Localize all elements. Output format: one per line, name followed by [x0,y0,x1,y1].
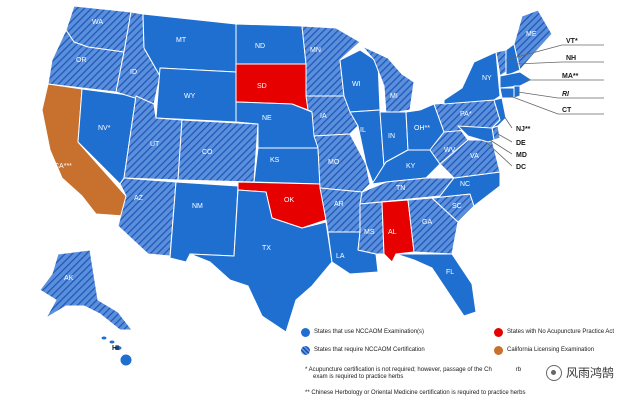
state-wv[interactable] [429,125,469,165]
label-tx: TX [262,245,271,252]
label-ks: KS [270,157,280,164]
label-mt: MT [176,37,187,44]
legend-cert: States that require NCCAOM Certification [314,347,425,353]
callout-lines [485,44,604,167]
label-in: IN [388,133,395,140]
state-mi[interactable] [361,45,415,115]
callout-labels: VT* NH MA** RI CT NJ** DE MD DC [516,38,579,171]
label-tn: TN [396,185,405,192]
legend-exam: States that use NCCAOM Examination(s) [314,329,425,335]
label-ms: MS [364,229,375,236]
label-ny: NY [482,75,492,82]
legend-swatch-no-act [494,328,503,337]
state-ms[interactable] [357,201,385,255]
state-ks[interactable] [253,147,321,185]
watermark-icon [546,364,562,381]
label-co: CO [202,149,213,156]
label-wy: WY [184,93,196,100]
state-ri[interactable] [513,85,521,99]
callout-ri: RI [562,91,570,98]
label-sd: SD [257,83,267,90]
label-id: ID [130,69,137,76]
label-ia: IA [320,113,327,120]
label-wv: WV [444,147,456,154]
label-wa: WA [92,19,103,26]
label-fl: FL [446,269,454,276]
legend-swatch-exam [301,328,310,337]
label-nv: NV* [98,125,111,132]
label-ga: GA [422,219,432,226]
label-me: ME [526,31,537,38]
callout-vt: VT* [566,38,578,45]
state-labels: WA OR CA*** NV* ID MT WY UT CO AZ NM ND … [54,19,537,352]
label-wi: WI [352,81,361,88]
label-ak: AK [64,275,74,282]
state-ny[interactable] [443,51,501,105]
label-ky: KY [406,163,416,170]
label-sc: SC [452,203,462,210]
state-wy[interactable] [155,67,237,123]
state-co[interactable] [177,119,259,183]
label-az: AZ [134,195,144,202]
legend-swatch-california [494,346,503,355]
footnote-single-star-line1b: rb [515,367,522,373]
state-hi[interactable] [100,335,133,367]
legend-california: California Licensing Examination [507,347,595,353]
label-hi: HI [112,345,119,352]
state-ma[interactable] [499,71,533,89]
state-tx[interactable] [189,189,333,333]
label-nm: NM [192,203,203,210]
state-fl[interactable] [395,253,477,317]
label-ar: AR [334,201,344,208]
label-oh: OH** [414,125,430,132]
callout-dc: DC [516,164,526,171]
callout-nh: NH [566,55,576,62]
label-ne: NE [262,115,272,122]
callout-md: MD [516,152,527,159]
label-nd: ND [255,43,265,50]
legend-no-act: States with No Acupuncture Practice Act [507,329,615,335]
footnote-single-star: * Acupuncture certification is not requi… [305,367,521,381]
callout-nj: NJ** [516,126,531,133]
label-ut: UT [150,141,160,148]
label-ok: OK [284,197,294,204]
watermark: 风雨鸿鹄 [546,364,614,381]
state-az[interactable] [117,177,177,257]
callout-ct: CT [562,107,572,114]
state-il[interactable] [349,109,385,187]
callout-de: DE [516,140,526,147]
label-va: VA [470,153,479,160]
label-ca: CA*** [54,163,72,170]
state-nd[interactable] [235,23,307,65]
footnote-double-star: ** Chinese Herbology or Oriental Medicin… [305,390,526,396]
state-me[interactable] [513,9,553,71]
state-ga[interactable] [407,197,459,255]
label-mn: MN [310,47,321,54]
state-mt[interactable] [142,13,237,77]
label-or: OR [76,57,87,64]
state-ak[interactable] [39,249,133,331]
label-nc: NC [460,181,470,188]
label-il: IL [360,127,366,134]
label-mi: MI [390,93,398,100]
label-mo: MO [328,159,340,166]
state-mo[interactable] [313,133,371,193]
footnote-single-star-line1: * Acupuncture certification is not requi… [305,367,492,373]
label-al: AL [388,229,397,236]
callout-ma: MA** [562,73,579,80]
footnote-single-star-line2: exam is required to practice herbs [313,374,404,380]
legend-swatch-cert [301,346,310,355]
watermark-text: 风雨鸿鹄 [566,366,615,380]
label-pa: PA* [460,111,472,118]
label-la: LA [336,253,345,260]
state-nm[interactable] [169,181,239,263]
